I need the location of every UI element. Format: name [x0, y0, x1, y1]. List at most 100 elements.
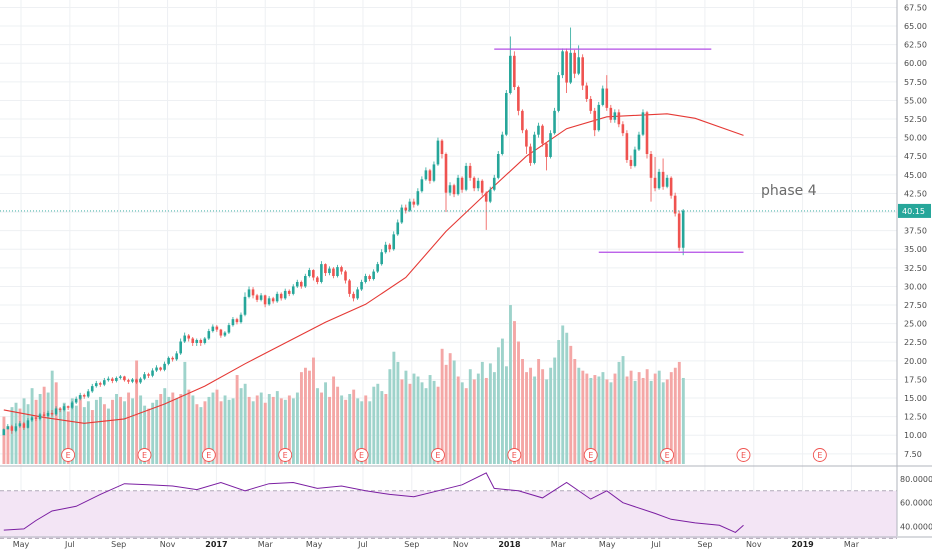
volume-bar [380, 391, 384, 464]
volume-bar [199, 407, 203, 464]
candle-body [123, 376, 126, 381]
volume-bar [103, 404, 106, 464]
candle-body [645, 112, 649, 155]
candle-body [545, 143, 548, 157]
candle [557, 72, 560, 113]
volume-bar [653, 373, 657, 464]
candle [380, 249, 383, 266]
candle [541, 124, 544, 147]
candle-body [90, 386, 94, 392]
candle-body [86, 391, 90, 397]
volume-bar [549, 367, 553, 464]
candle-body [368, 276, 371, 279]
time-tick-label: Nov [160, 540, 176, 549]
candle-body [336, 267, 339, 277]
volume-bar [299, 372, 303, 464]
volume-bar [601, 372, 605, 464]
candle-body [70, 402, 74, 408]
candle [677, 210, 681, 251]
candle-body [54, 408, 58, 415]
candle-body [352, 293, 355, 299]
volume-bar [308, 370, 311, 464]
candle [428, 168, 432, 184]
candle-body [452, 185, 456, 195]
price-tick-label: 25.00 [904, 320, 927, 329]
volume-bar [484, 377, 488, 464]
candle [22, 421, 26, 431]
candle-body [191, 338, 195, 343]
candle [372, 269, 375, 281]
volume-bar [408, 383, 412, 464]
earnings-marker-label: E [359, 451, 364, 460]
candle [316, 276, 319, 285]
candle [70, 401, 74, 410]
candle [291, 284, 295, 296]
candle-body [424, 170, 428, 180]
candle [74, 396, 78, 404]
axes [0, 0, 932, 538]
candle-body [131, 379, 134, 382]
time-tick-label: Jul [357, 540, 368, 549]
volume-bar [62, 402, 66, 464]
candle [227, 322, 231, 335]
price-tick-label: 50.00 [904, 134, 927, 143]
volume-bar [66, 411, 70, 464]
candle-body [328, 268, 331, 274]
volume-bar [243, 383, 247, 464]
volume-bar [364, 395, 368, 464]
volume-bar [235, 375, 239, 464]
candle [308, 267, 311, 278]
volume-bar [267, 394, 271, 464]
volume-bar [179, 394, 183, 464]
candle-body [388, 244, 392, 250]
candle [42, 412, 46, 419]
candle [62, 403, 66, 412]
candle-body [577, 57, 580, 74]
candle [267, 296, 271, 306]
candle-body [396, 222, 400, 235]
volume-bar [557, 340, 561, 464]
time-tick-label: Jul [650, 540, 661, 549]
candle-body [38, 414, 42, 419]
candle [424, 167, 428, 181]
candle [585, 82, 588, 102]
volume-bar [533, 376, 537, 464]
candle [167, 356, 170, 366]
candle-body [553, 110, 556, 134]
candle [58, 406, 62, 413]
candle [384, 241, 387, 254]
volume-bar [151, 402, 155, 464]
candle [223, 331, 227, 338]
candle-body [18, 423, 22, 427]
volume-bar [577, 367, 581, 464]
candle-body [529, 146, 532, 163]
candle [50, 409, 54, 417]
price-tick-label: 37.50 [904, 227, 927, 236]
candle-body [637, 134, 641, 150]
earnings-marker-label: E [435, 451, 440, 460]
volume-bar [384, 394, 388, 464]
candle [86, 389, 90, 399]
candle [364, 273, 367, 284]
candle-body [408, 201, 412, 211]
candle [513, 51, 516, 91]
candle-body [404, 207, 408, 211]
volume-bar [38, 394, 42, 464]
candle [412, 198, 416, 208]
candle [472, 176, 476, 192]
volume-bar [14, 402, 18, 464]
volume-bar [328, 396, 332, 464]
volume-bar [597, 376, 601, 464]
candle-body [557, 75, 560, 111]
volume-bar [388, 369, 392, 464]
candle-body [22, 423, 26, 428]
volume-bar [448, 353, 452, 464]
candle-body [460, 177, 464, 190]
earnings-marker [354, 448, 369, 462]
candle [251, 287, 255, 299]
volume-bar [424, 388, 428, 464]
volume-bars [2, 305, 685, 464]
candle-body [115, 377, 118, 381]
candle-body [167, 357, 170, 364]
